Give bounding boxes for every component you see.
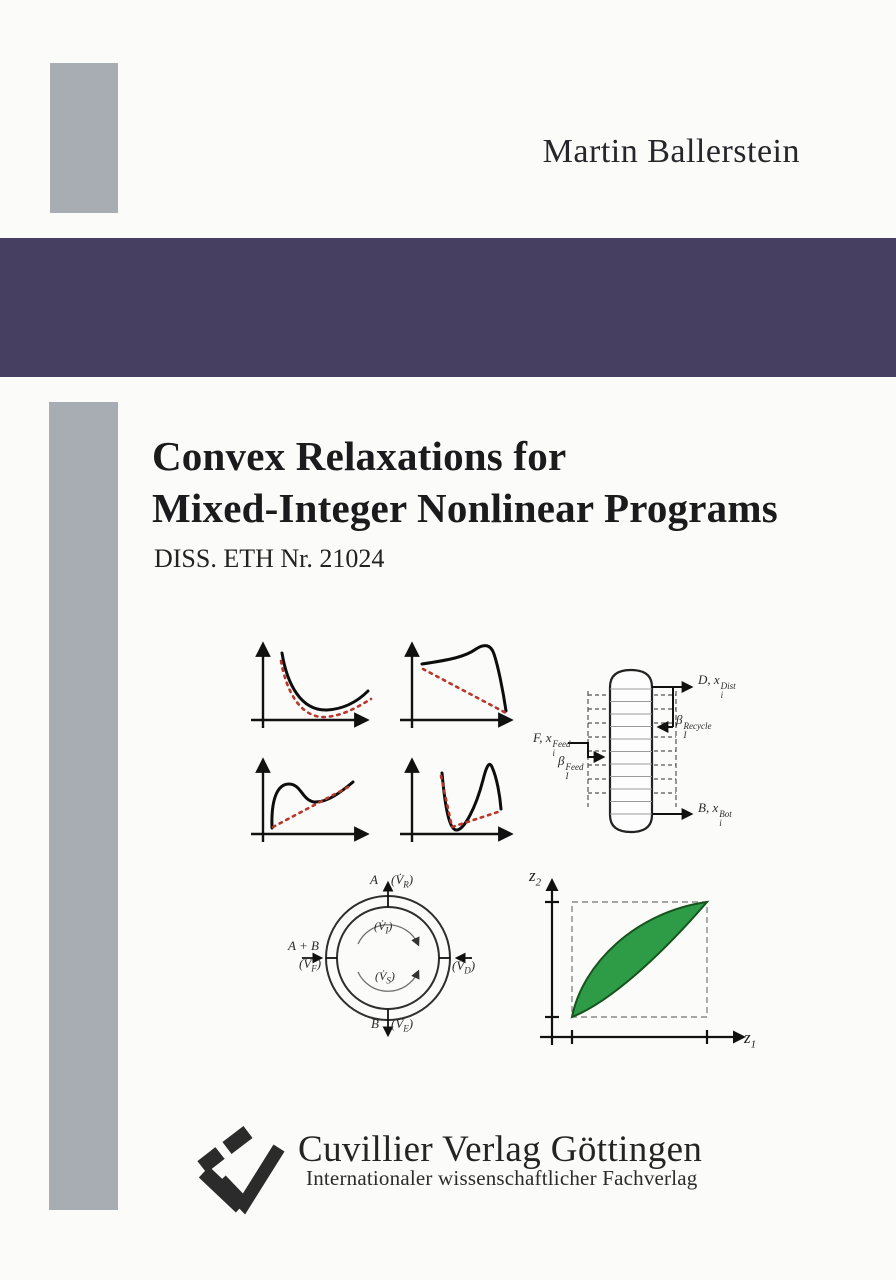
book-title-line1: Convex Relaxations for: [152, 433, 567, 479]
column-trays: [610, 688, 652, 815]
plot2-underestimator: [421, 667, 508, 715]
label-ring-feed-flow: (V̇F): [299, 956, 322, 974]
book-title: Convex Relaxations for Mixed-Integer Non…: [152, 430, 778, 534]
label-feed: F, x Feed i: [533, 730, 571, 758]
cuvillier-logo-icon: [197, 1126, 285, 1215]
label-ring-top-component: A: [370, 872, 378, 887]
label-ring-inner-top-flow: (V̇I): [374, 919, 393, 936]
figure-smb-ring: [302, 880, 472, 1038]
logo-v-checkmark: [216, 1144, 285, 1215]
label-recycle-fraction: β Recycle I: [676, 712, 712, 740]
label-ring-desorbent-flow: (V̇D): [452, 958, 476, 976]
logo-c-upper-arm-1: [222, 1126, 253, 1154]
plot1-function-curve: [280, 651, 370, 712]
publisher-name: Cuvillier Verlag Göttingen: [298, 1129, 703, 1170]
label-bottoms: B, x Bot i: [698, 800, 732, 828]
figure-distillation-column: [568, 668, 694, 834]
ring-inner-bottom-arc: [357, 969, 420, 992]
ring-outer-circle: [325, 895, 451, 1021]
feed-arrow: [568, 742, 606, 763]
publisher-tagline: Internationaler wissenschaftlicher Fachv…: [306, 1166, 698, 1190]
author-name: Martin Ballerstein: [542, 133, 800, 170]
bounding-box-dashed: [571, 901, 708, 1018]
plot4-underestimator: [439, 774, 503, 829]
label-distillate: D, x Dist i: [698, 672, 736, 700]
figure-feasible-region: [540, 878, 746, 1045]
label-z2-axis: z2: [529, 866, 542, 889]
label-ring-top-flow: (V̇R): [391, 872, 414, 890]
side-gray-bar: [49, 402, 118, 1210]
accent-band: [0, 238, 896, 377]
ring-inner-top-arc: [357, 924, 420, 947]
dissertation-number: DISS. ETH Nr. 21024: [154, 544, 385, 573]
label-z1-axis: z1: [744, 1028, 757, 1051]
plot2-function-curve: [420, 644, 508, 713]
plot3-function-curve: [270, 780, 355, 830]
label-ring-bottom-flow: (V̇E): [391, 1016, 414, 1034]
label-ring-feed-components: A + B: [288, 938, 319, 953]
label-feed-fraction: β Feed I: [558, 753, 584, 781]
label-ring-inner-bottom-flow: (V̇S): [375, 969, 395, 986]
green-feasible-region: [570, 900, 710, 1019]
figure-relaxation-plots: [251, 641, 514, 842]
logo-c-upper-arm-2: [197, 1147, 225, 1173]
top-gray-rectangle: [50, 63, 118, 213]
book-title-line2: Mixed-Integer Nonlinear Programs: [152, 485, 778, 531]
plot1-underestimator: [279, 659, 373, 719]
plot3-underestimator: [271, 783, 354, 829]
label-ring-bottom-component: B: [371, 1016, 379, 1031]
